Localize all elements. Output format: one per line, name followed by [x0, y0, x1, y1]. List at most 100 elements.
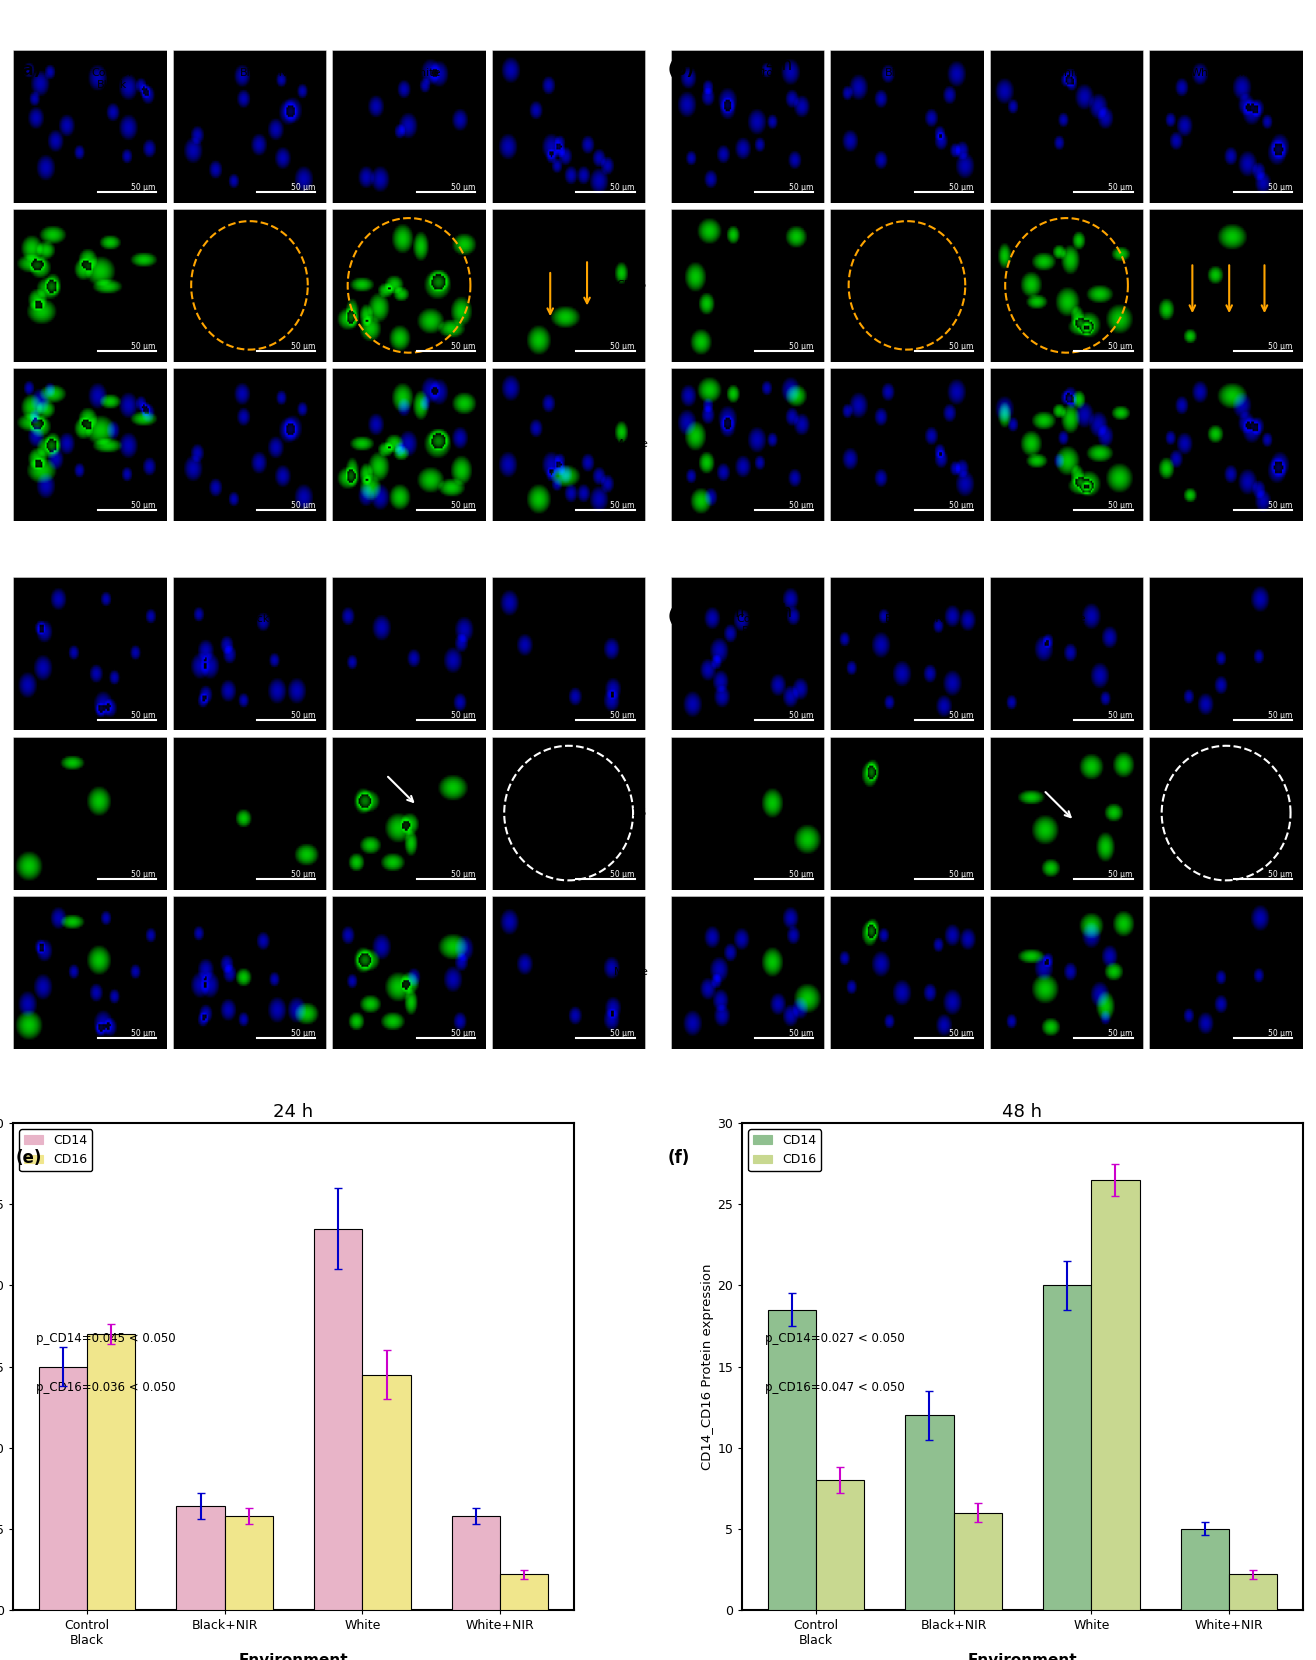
- Bar: [1044, 1285, 1091, 1610]
- Text: (e): (e): [16, 1149, 42, 1167]
- Text: 50 μm: 50 μm: [1267, 183, 1292, 193]
- Text: 50 μm: 50 μm: [611, 1029, 634, 1038]
- Y-axis label: DAPI: DAPI: [619, 649, 645, 659]
- Text: 50 μm: 50 μm: [291, 342, 316, 352]
- Text: Black+NIR: Black+NIR: [886, 614, 944, 624]
- Text: 50 μm: 50 μm: [450, 183, 475, 193]
- Bar: [362, 1374, 411, 1610]
- Bar: [905, 1416, 954, 1610]
- Text: p_CD14=0.045 < 0.050: p_CD14=0.045 < 0.050: [36, 1333, 175, 1346]
- Text: 50 μm: 50 μm: [1267, 870, 1292, 878]
- X-axis label: Environment: Environment: [238, 1653, 349, 1660]
- Bar: [954, 1512, 1001, 1610]
- Text: Control
Black: Control Black: [92, 614, 132, 636]
- Text: 50 μm: 50 μm: [1267, 710, 1292, 720]
- Text: 50 μm: 50 μm: [611, 710, 634, 720]
- Text: White: White: [409, 614, 441, 624]
- Bar: [1229, 1574, 1278, 1610]
- Text: Control
Black: Control Black: [737, 68, 776, 90]
- Text: IF-48 h: IF-48 h: [734, 603, 792, 621]
- Text: 50 μm: 50 μm: [611, 870, 634, 878]
- Text: 50 μm: 50 μm: [132, 501, 155, 510]
- Text: (f): (f): [667, 1149, 690, 1167]
- Text: 50 μm: 50 μm: [132, 342, 155, 352]
- Text: 50 μm: 50 μm: [790, 710, 813, 720]
- Text: 50 μm: 50 μm: [450, 342, 475, 352]
- Bar: [816, 1481, 865, 1610]
- Bar: [1091, 1180, 1140, 1610]
- Text: 50 μm: 50 μm: [450, 501, 475, 510]
- Text: 50 μm: 50 μm: [1108, 870, 1133, 878]
- Bar: [767, 1310, 816, 1610]
- Bar: [1180, 1529, 1229, 1610]
- Text: White+NIR: White+NIR: [546, 614, 607, 624]
- Text: 50 μm: 50 μm: [450, 710, 475, 720]
- Bar: [315, 1228, 362, 1610]
- Text: Control
Black: Control Black: [92, 68, 132, 90]
- Text: 50 μm: 50 μm: [291, 501, 316, 510]
- Text: 50 μm: 50 μm: [611, 342, 634, 352]
- Text: White: White: [1054, 68, 1086, 78]
- Y-axis label: Merge: Merge: [615, 440, 649, 450]
- Text: 50 μm: 50 μm: [611, 183, 634, 193]
- Y-axis label: CD14_CD16 Protein expression: CD14_CD16 Protein expression: [701, 1263, 715, 1469]
- Text: White+NIR: White+NIR: [1191, 614, 1252, 624]
- Text: Black+NIR: Black+NIR: [241, 68, 299, 78]
- Text: 50 μm: 50 μm: [790, 1029, 813, 1038]
- Text: Black+NIR: Black+NIR: [886, 68, 944, 78]
- Text: (d): (d): [667, 608, 694, 626]
- Bar: [225, 1516, 272, 1610]
- Text: (b): (b): [667, 61, 694, 80]
- Text: 50 μm: 50 μm: [291, 870, 316, 878]
- Text: 50 μm: 50 μm: [949, 710, 973, 720]
- Text: 50 μm: 50 μm: [1267, 501, 1292, 510]
- Text: 50 μm: 50 μm: [1108, 501, 1133, 510]
- Text: p_CD16=0.036 < 0.050: p_CD16=0.036 < 0.050: [36, 1381, 175, 1394]
- Text: 50 μm: 50 μm: [450, 870, 475, 878]
- Text: 50 μm: 50 μm: [949, 870, 973, 878]
- Text: White+NIR: White+NIR: [546, 68, 607, 78]
- Text: 50 μm: 50 μm: [611, 501, 634, 510]
- Text: 50 μm: 50 μm: [291, 710, 316, 720]
- Text: 50 μm: 50 μm: [1267, 342, 1292, 352]
- Bar: [451, 1516, 500, 1610]
- Bar: [500, 1574, 549, 1610]
- Text: 50 μm: 50 μm: [1108, 342, 1133, 352]
- Text: 50 μm: 50 μm: [1108, 710, 1133, 720]
- Text: 50 μm: 50 μm: [1108, 183, 1133, 193]
- Y-axis label: CD16: CD16: [617, 808, 647, 818]
- Legend: CD14, CD16: CD14, CD16: [20, 1129, 92, 1172]
- Text: White: White: [1054, 614, 1086, 624]
- Text: 50 μm: 50 μm: [949, 183, 973, 193]
- Text: 50 μm: 50 μm: [1108, 1029, 1133, 1038]
- Text: 50 μm: 50 μm: [949, 501, 973, 510]
- Text: 50 μm: 50 μm: [949, 342, 973, 352]
- Y-axis label: DAPI: DAPI: [619, 121, 645, 131]
- Text: 50 μm: 50 μm: [291, 183, 316, 193]
- Text: (a): (a): [16, 61, 42, 80]
- Y-axis label: CD16: CD16: [617, 281, 647, 290]
- Text: 50 μm: 50 μm: [291, 1029, 316, 1038]
- Text: 50 μm: 50 μm: [949, 1029, 973, 1038]
- Text: 50 μm: 50 μm: [132, 710, 155, 720]
- Text: (c): (c): [16, 608, 41, 626]
- Text: IF-24 h: IF-24 h: [734, 56, 792, 75]
- Text: 50 μm: 50 μm: [450, 1029, 475, 1038]
- Title: 48 h: 48 h: [1003, 1104, 1042, 1122]
- Text: 50 μm: 50 μm: [132, 870, 155, 878]
- Title: 24 h: 24 h: [274, 1104, 313, 1122]
- Text: 50 μm: 50 μm: [790, 870, 813, 878]
- Bar: [38, 1366, 87, 1610]
- Text: Black+NIR: Black+NIR: [241, 614, 299, 624]
- Bar: [176, 1506, 225, 1610]
- X-axis label: Environment: Environment: [967, 1653, 1078, 1660]
- Y-axis label: Merge: Merge: [615, 968, 649, 978]
- Bar: [87, 1335, 136, 1610]
- Legend: CD14, CD16: CD14, CD16: [749, 1129, 821, 1172]
- Text: p_CD14=0.027 < 0.050: p_CD14=0.027 < 0.050: [765, 1333, 904, 1346]
- Text: 50 μm: 50 μm: [1267, 1029, 1292, 1038]
- Text: 50 μm: 50 μm: [790, 342, 813, 352]
- Text: White: White: [409, 68, 441, 78]
- Text: 50 μm: 50 μm: [132, 183, 155, 193]
- Text: 50 μm: 50 μm: [790, 501, 813, 510]
